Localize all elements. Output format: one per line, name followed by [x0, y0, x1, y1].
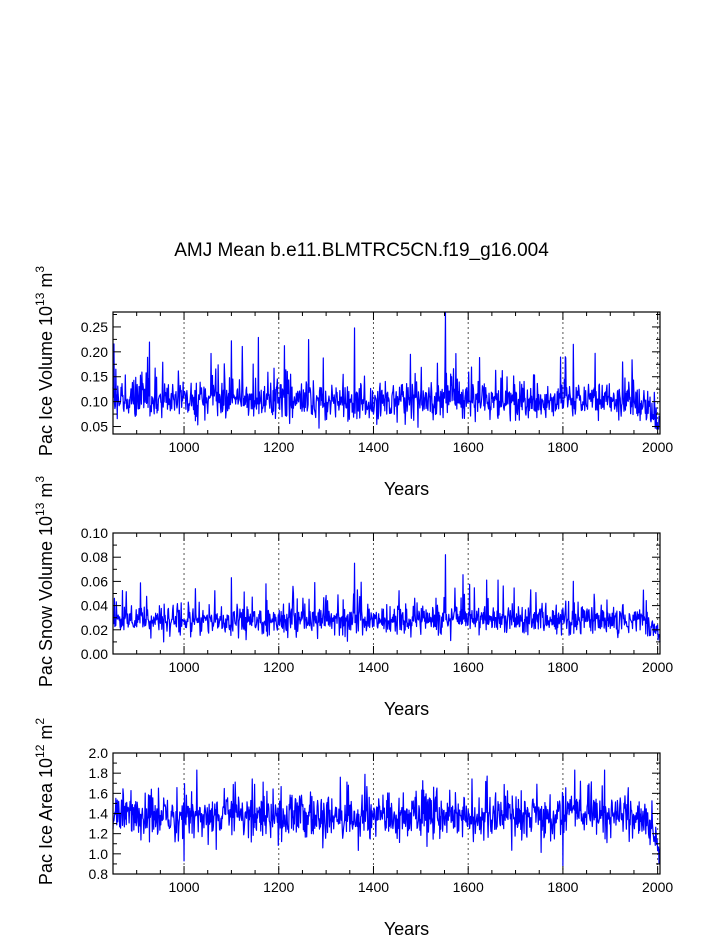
chart-title: AMJ Mean b.e11.BLMTRC5CN.f19_g16.004: [174, 240, 549, 261]
y-tick-label: 0.05: [81, 419, 108, 435]
y-tick-label: 1.6: [89, 785, 109, 801]
plot-frame: [112, 311, 661, 435]
y-tick-label: 0.20: [81, 344, 108, 360]
x-tick-label: 1000: [168, 879, 199, 895]
y-axis-title-text: Pac Ice Volume 10: [36, 306, 56, 456]
x-tick-label: 1000: [168, 659, 199, 675]
y-tick-label: 0.15: [81, 369, 108, 385]
y-axis-title-unit: m: [36, 483, 56, 503]
y-tick-label: 1.4: [89, 806, 109, 822]
x-tick-label: 1600: [453, 879, 484, 895]
x-tick-label: 1200: [263, 659, 294, 675]
x-tick-label: 1800: [547, 659, 578, 675]
y-tick-label: 1.8: [89, 765, 109, 781]
y-tick-label: 0.00: [81, 646, 108, 662]
x-tick-label: 1200: [263, 439, 294, 455]
x-tick-label: 2000: [642, 439, 673, 455]
y-tick-label: 0.8: [89, 866, 109, 882]
y-axis-title-unit-exp: 3: [33, 266, 47, 273]
y-axis-title: Pac Snow Volume 1013 m3: [33, 476, 56, 687]
y-axis-title-unit-exp: 3: [33, 476, 47, 483]
y-axis-title-unit: m: [36, 273, 56, 293]
y-axis-title-text: Pac Snow Volume 10: [36, 516, 56, 687]
x-tick-label: 1400: [358, 879, 389, 895]
x-tick-label: 1600: [453, 439, 484, 455]
y-axis-title-exp: 13: [33, 502, 47, 516]
y-tick-label: 1.0: [89, 846, 109, 862]
chart-panel-1: 1000 1200 1400 1600 1800 2000 0.05 0.10 0.15 0.20…: [33, 266, 673, 499]
y-axis-title-unit-exp: 2: [33, 718, 47, 725]
x-tick-label: 1800: [547, 879, 578, 895]
x-tick-label: 2000: [642, 659, 673, 675]
x-axis-title: Years: [384, 479, 429, 499]
x-tick-label: 2000: [642, 879, 673, 895]
y-axis-title-exp: 12: [33, 744, 47, 758]
y-axis-title-text: Pac Ice Area 10: [36, 758, 56, 885]
y-axis-title-unit: m: [36, 725, 56, 745]
chart-panel-2: 1000 1200 1400 1600 1800 2000 0.00 0.02 0.04 0.06…: [33, 476, 673, 719]
y-tick-label: 0.25: [81, 319, 108, 335]
x-tick-label: 1200: [263, 879, 294, 895]
y-axis-title: Pac Ice Area 1012 m2: [33, 718, 56, 885]
y-axis-title-exp: 13: [33, 292, 47, 306]
y-tick-label: 0.08: [81, 549, 108, 565]
x-tick-label: 1000: [168, 439, 199, 455]
y-tick-label: 0.10: [81, 394, 108, 410]
series-line: [112, 769, 661, 867]
x-tick-label: 1600: [453, 659, 484, 675]
x-tick-label: 1400: [358, 659, 389, 675]
x-tick-label: 1400: [358, 439, 389, 455]
series-line: [112, 554, 661, 643]
x-axis-title: Years: [384, 699, 429, 719]
x-axis-title: Years: [384, 919, 429, 935]
y-axis-title: Pac Ice Volume 1013 m3: [33, 266, 56, 456]
x-tick-label: 1800: [547, 439, 578, 455]
y-tick-label: 0.10: [81, 525, 108, 541]
chart-panel-3: 1000 1200 1400 1600 1800 2000 0.8 1.0 1.2 1.4 1.6 1…: [33, 718, 673, 935]
y-tick-label: 2.0: [89, 745, 109, 761]
y-tick-label: 0.02: [81, 622, 108, 638]
series-line: [112, 312, 661, 430]
y-tick-label: 1.2: [89, 826, 109, 842]
y-tick-label: 0.06: [81, 573, 108, 589]
y-tick-label: 0.04: [81, 598, 108, 614]
